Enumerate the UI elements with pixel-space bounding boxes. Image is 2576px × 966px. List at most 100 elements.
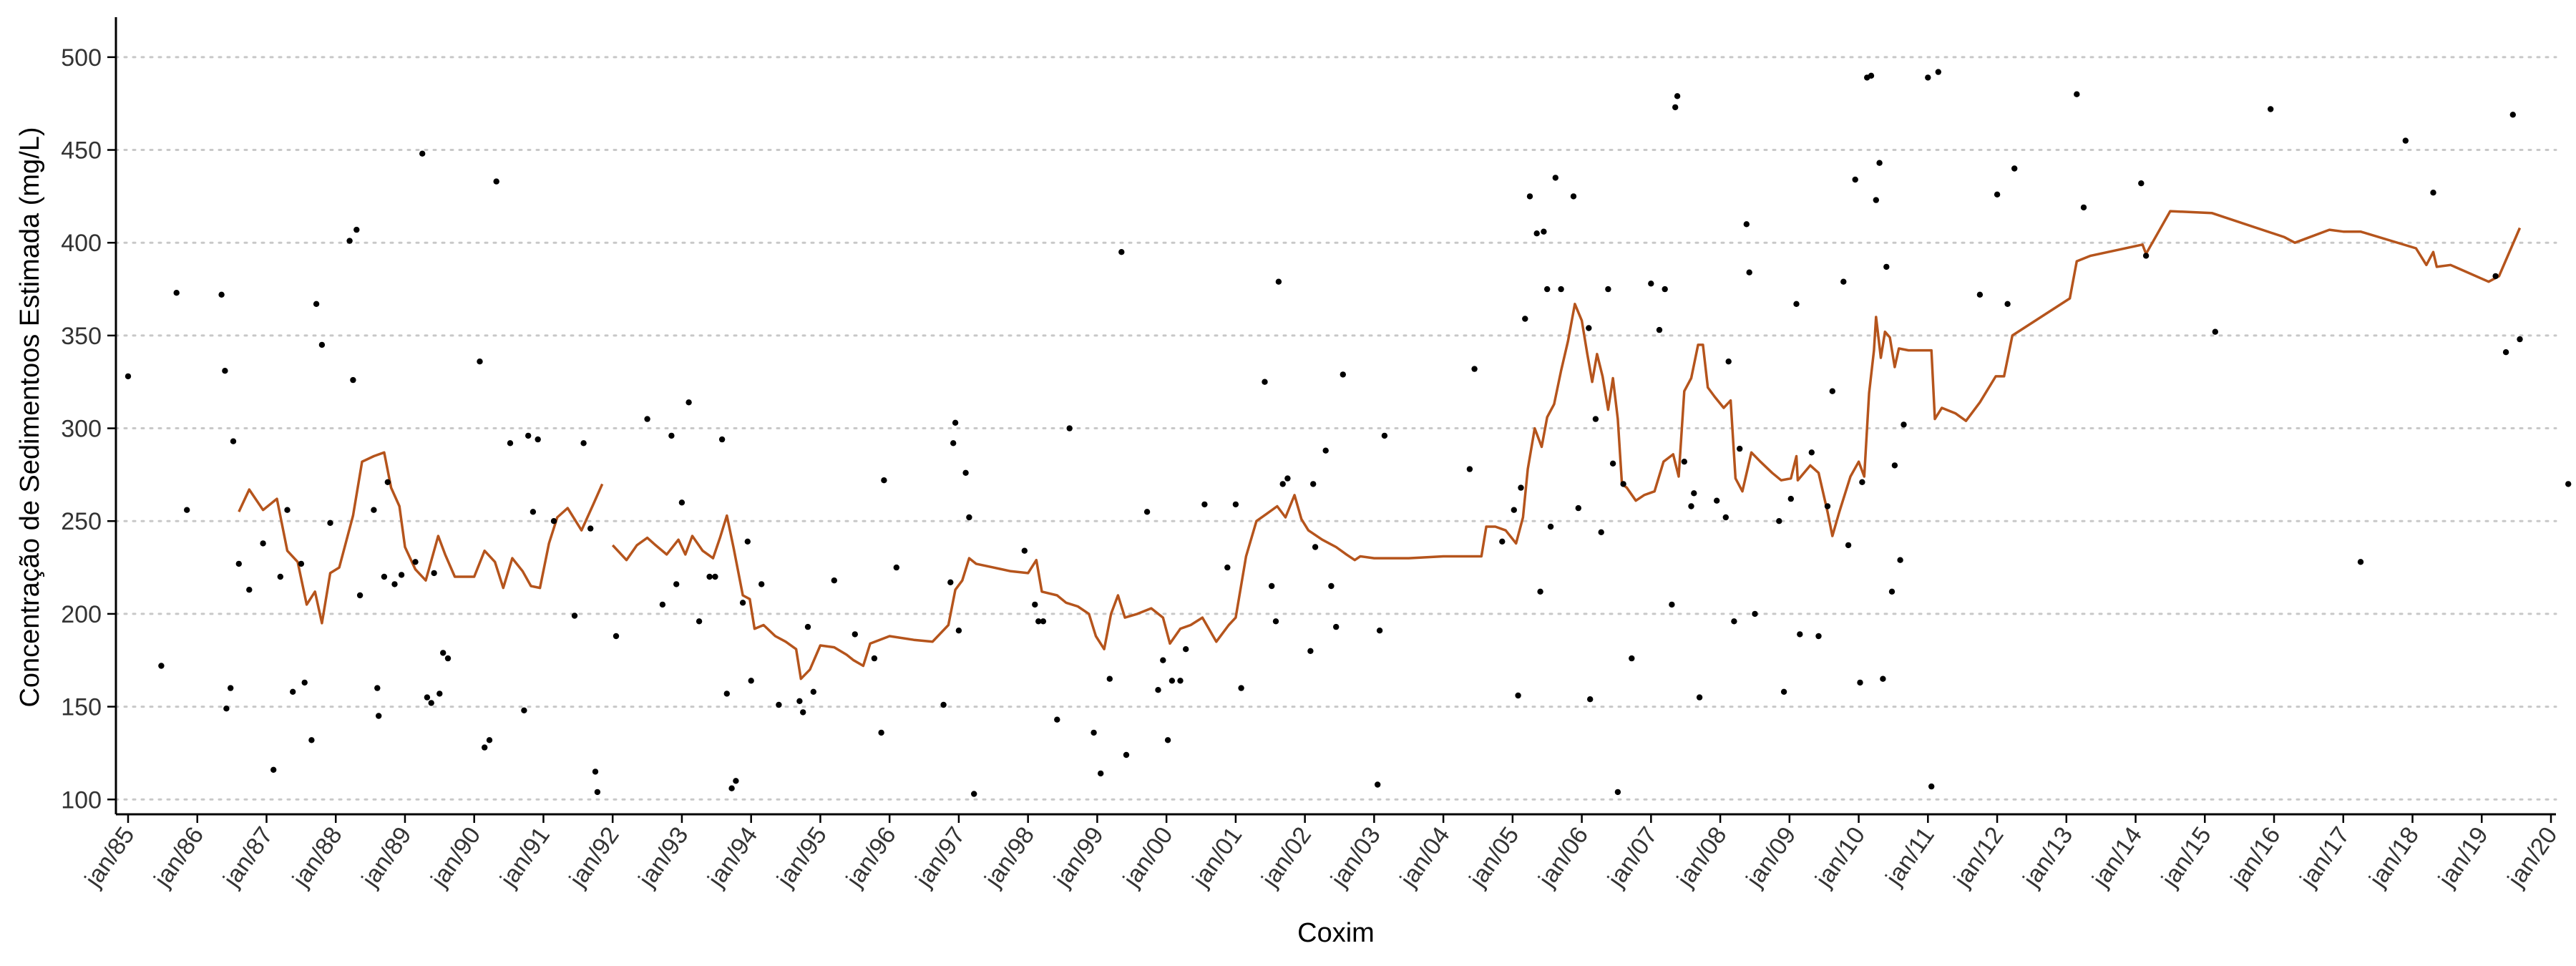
- x-tick-label-jan/10: jan/10: [1810, 822, 1870, 893]
- data-point: [723, 691, 730, 697]
- data-point: [952, 419, 959, 426]
- data-point: [1269, 582, 1275, 590]
- data-point: [1897, 557, 1903, 563]
- data-point: [246, 587, 253, 593]
- data-point: [2357, 559, 2364, 565]
- data-point: [1901, 421, 1907, 428]
- data-point: [535, 436, 541, 443]
- data-point: [1232, 501, 1239, 508]
- data-point: [1852, 176, 1858, 183]
- data-point: [1143, 509, 1151, 515]
- data-point: [712, 573, 718, 580]
- data-point: [1674, 93, 1681, 99]
- data-point: [521, 707, 527, 713]
- data-point: [218, 291, 225, 298]
- y-tick-label-250: 250: [61, 508, 102, 535]
- data-point: [1776, 518, 1782, 525]
- data-point: [1307, 648, 1314, 654]
- data-point: [1471, 366, 1478, 372]
- data-point: [1537, 588, 1543, 595]
- data-point: [1164, 737, 1171, 743]
- data-point: [440, 650, 447, 656]
- data-point: [1891, 462, 1898, 469]
- data-point: [706, 573, 713, 580]
- data-point: [173, 290, 180, 296]
- data-point: [1333, 623, 1340, 630]
- trend-line-series: [238, 210, 2522, 680]
- data-point: [2142, 253, 2150, 259]
- data-point: [530, 509, 537, 515]
- data-point: [1279, 481, 1286, 487]
- data-point: [290, 688, 296, 695]
- data-point: [1499, 538, 1506, 545]
- data-point: [1815, 633, 1822, 640]
- data-point: [1743, 221, 1750, 228]
- x-tick-label-jan/85: jan/85: [79, 822, 140, 893]
- data-point: [1808, 449, 1815, 456]
- data-point: [1322, 447, 1329, 454]
- x-tick-label-jan/96: jan/96: [841, 822, 902, 893]
- data-point: [644, 416, 650, 422]
- data-point: [1648, 280, 1654, 287]
- data-point: [2509, 112, 2516, 118]
- data-point: [1656, 326, 1663, 333]
- data-point: [2074, 91, 2080, 97]
- data-point: [1620, 481, 1626, 487]
- data-point: [1544, 286, 1551, 293]
- data-point: [1169, 678, 1176, 684]
- data-point: [223, 706, 230, 712]
- data-point: [1098, 770, 1104, 777]
- data-point: [696, 618, 703, 625]
- data-point: [444, 655, 452, 662]
- data-point: [2138, 180, 2145, 187]
- data-point: [659, 601, 666, 608]
- data-point: [525, 432, 532, 439]
- data-point: [1123, 751, 1130, 758]
- data-point: [2004, 301, 2011, 307]
- data-point: [1376, 628, 1383, 634]
- data-point: [1587, 696, 1594, 703]
- data-point: [1752, 610, 1758, 618]
- data-point: [1662, 286, 1668, 293]
- grid-lines: [114, 56, 2557, 801]
- x-tick-label-jan/02: jan/02: [1256, 822, 1317, 893]
- data-point: [831, 577, 838, 584]
- data-point: [398, 572, 405, 578]
- x-tick-label-jan/93: jan/93: [633, 822, 694, 893]
- data-point: [1876, 160, 1883, 166]
- data-point: [1976, 291, 1984, 298]
- data-point: [744, 538, 751, 545]
- x-tick-label-jan/11: jan/11: [1880, 822, 1939, 891]
- data-point: [1533, 230, 1540, 237]
- data-point: [950, 440, 957, 447]
- x-tick-label-jan/03: jan/03: [1325, 822, 1386, 893]
- data-point: [1859, 479, 1865, 485]
- x-tick-label-jan/01: jan/01: [1187, 822, 1248, 893]
- data-point: [1688, 503, 1694, 509]
- data-point: [2011, 165, 2018, 172]
- data-point: [353, 226, 360, 233]
- data-point: [1340, 371, 1347, 378]
- data-point: [1466, 466, 1473, 472]
- data-point: [1511, 507, 1517, 513]
- data-point: [284, 507, 291, 513]
- data-point: [571, 613, 578, 619]
- data-point: [1824, 503, 1831, 509]
- data-point: [871, 655, 878, 662]
- data-point: [1224, 564, 1231, 571]
- data-point: [1575, 504, 1581, 512]
- data-point: [587, 525, 594, 532]
- data-point: [2268, 106, 2274, 112]
- data-point: [550, 518, 557, 525]
- data-point: [1725, 358, 1732, 365]
- data-point: [1672, 104, 1679, 111]
- data-point: [739, 600, 746, 606]
- data-point: [673, 581, 680, 587]
- y-tick-label-200: 200: [61, 601, 102, 628]
- data-point: [733, 778, 739, 784]
- data-point: [1714, 497, 1720, 504]
- data-point: [2212, 328, 2218, 335]
- data-point: [678, 499, 686, 506]
- data-point: [1681, 459, 1687, 465]
